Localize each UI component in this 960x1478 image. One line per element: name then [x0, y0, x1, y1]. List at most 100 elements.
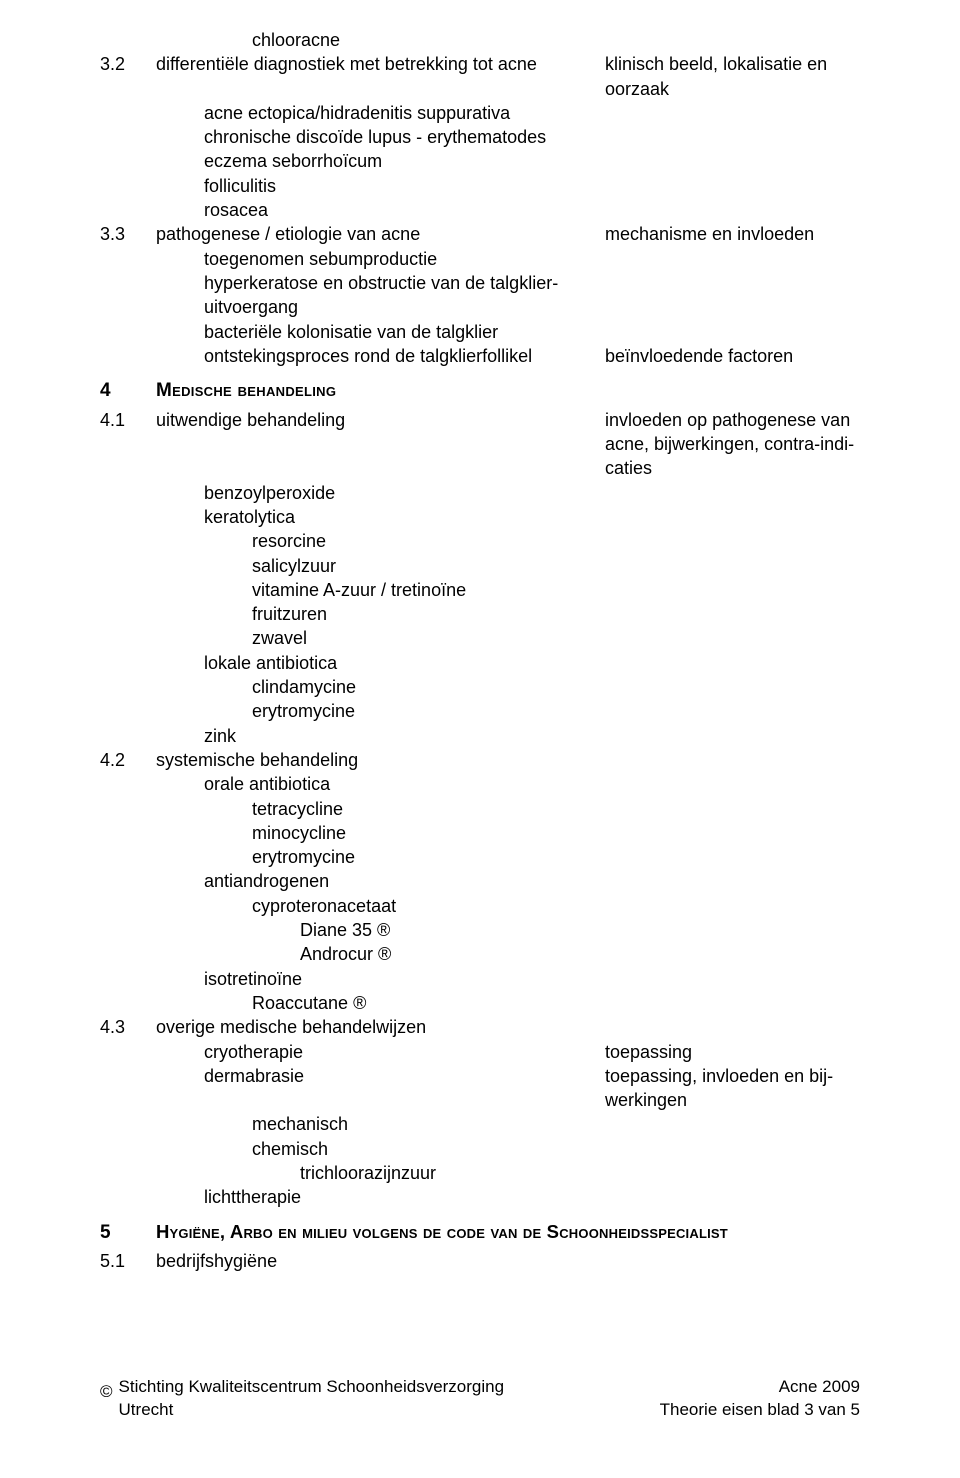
body-line: chemisch: [100, 1137, 860, 1161]
section-3-2: 3.2 differentiële diagnostiek met betrek…: [100, 52, 860, 76]
body-line: trichloorazijnzuur: [100, 1161, 860, 1185]
list-item: chemisch: [156, 1137, 593, 1161]
footer-page-number: Theorie eisen blad 3 van 5: [660, 1399, 860, 1422]
section-number: 3.2: [100, 52, 156, 76]
section-3-3: 3.3 pathogenese / etiologie van acne mec…: [100, 222, 860, 246]
list-item: Androcur ®: [156, 942, 593, 966]
list-item: isotretinoïne: [156, 967, 593, 991]
body-line: Androcur ®: [100, 942, 860, 966]
right-note: werkingen: [605, 1088, 860, 1112]
list-item: fruitzuren: [156, 602, 593, 626]
body-line: acne ectopica/hidradenitis suppurativa: [100, 101, 860, 125]
body-line: salicylzuur: [100, 554, 860, 578]
section-title: differentiële diagnostiek met betrekking…: [156, 52, 605, 76]
body-line: werkingen: [100, 1088, 860, 1112]
list-item: zwavel: [156, 626, 593, 650]
list-item: erytromycine: [156, 699, 593, 723]
body-line: chlooracne: [100, 28, 860, 52]
list-item: cyproteronacetaat: [156, 894, 593, 918]
list-item: mechanisch: [156, 1112, 593, 1136]
list-item: bacteriële kolonisatie van de talgklier: [156, 320, 593, 344]
section-number: 5: [100, 1220, 156, 1246]
list-item: toegenomen sebumproductie: [156, 247, 593, 271]
body-line: erytromycine: [100, 699, 860, 723]
list-item: Roaccutane ®: [156, 991, 593, 1015]
body-line: caties: [100, 456, 860, 480]
body-line: lokale antibiotica: [100, 651, 860, 675]
list-item: keratolytica: [156, 505, 593, 529]
list-item: hyperkeratose en obstructie van de talgk…: [156, 271, 593, 295]
body-line: minocycline: [100, 821, 860, 845]
body-line: zink: [100, 724, 860, 748]
body-line: vitamine A-zuur / tretinoïne: [100, 578, 860, 602]
list-item: ontstekingsproces rond de talgklierfolli…: [156, 344, 593, 368]
section-number: 3.3: [100, 222, 156, 246]
body-line: bacteriële kolonisatie van de talgklier: [100, 320, 860, 344]
list-item: folliculitis: [156, 174, 593, 198]
body-line: toegenomen sebumproductie: [100, 247, 860, 271]
section-title: uitwendige behandeling: [156, 408, 605, 432]
right-note: mechanisme en invloeden: [605, 222, 860, 246]
list-item: uitvoergang: [156, 295, 593, 319]
list-item: antiandrogenen: [156, 869, 593, 893]
list-item: minocycline: [156, 821, 593, 845]
right-note: toepassing, invloeden en bij-: [605, 1064, 860, 1088]
body-line: orale antibiotica: [100, 772, 860, 796]
body-line: keratolytica: [100, 505, 860, 529]
right-note: oorzaak: [605, 77, 860, 101]
section-title: Hygiëne, Arbo en milieu volgens de code …: [156, 1220, 860, 1245]
body-line: fruitzuren: [100, 602, 860, 626]
body-line: resorcine: [100, 529, 860, 553]
body-line: uitvoergang: [100, 295, 860, 319]
document-page: chlooracne 3.2 differentiële diagnostiek…: [0, 0, 960, 1478]
footer-org: Stichting Kwaliteitscentrum Schoonheidsv…: [119, 1376, 505, 1399]
list-item: chronische discoïde lupus - erythematode…: [156, 125, 593, 149]
right-note: caties: [605, 456, 860, 480]
list-item: rosacea: [156, 198, 593, 222]
body-line: ontstekingsproces rond de talgklierfolli…: [100, 344, 860, 368]
section-title: systemische behandeling: [156, 748, 605, 772]
footer-doc-title: Acne 2009: [660, 1376, 860, 1399]
right-note: acne, bijwerkingen, contra-indi-: [605, 432, 860, 456]
section-4-3: 4.3 overige medische behandelwijzen: [100, 1015, 860, 1039]
section-number: 4.3: [100, 1015, 156, 1039]
list-item: dermabrasie: [156, 1064, 593, 1088]
list-item: lokale antibiotica: [156, 651, 593, 675]
body-line: zwavel: [100, 626, 860, 650]
page-footer: © Stichting Kwaliteitscentrum Schoonheid…: [100, 1376, 860, 1422]
section-5-1: 5.1 bedrijfshygiëne: [100, 1249, 860, 1273]
body-line: clindamycine: [100, 675, 860, 699]
section-number: 5.1: [100, 1249, 156, 1273]
section-4-heading: 4 Medische behandeling: [100, 378, 860, 404]
body-line: erytromycine: [100, 845, 860, 869]
list-item: resorcine: [156, 529, 593, 553]
list-item: Diane 35 ®: [156, 918, 593, 942]
list-item: zink: [156, 724, 593, 748]
body-line: cryotherapie toepassing: [100, 1040, 860, 1064]
body-line: tetracycline: [100, 797, 860, 821]
body-line: chronische discoïde lupus - erythematode…: [100, 125, 860, 149]
section-title: bedrijfshygiëne: [156, 1249, 605, 1273]
list-item: orale antibiotica: [156, 772, 593, 796]
list-item: clindamycine: [156, 675, 593, 699]
item-chlooracne: chlooracne: [156, 28, 593, 52]
section-number: 4.1: [100, 408, 156, 432]
body-line: folliculitis: [100, 174, 860, 198]
section-5-heading: 5 Hygiëne, Arbo en milieu volgens de cod…: [100, 1220, 860, 1246]
body-line: rosacea: [100, 198, 860, 222]
body-line: isotretinoïne: [100, 967, 860, 991]
list-item: benzoylperoxide: [156, 481, 593, 505]
list-item: vitamine A-zuur / tretinoïne: [156, 578, 593, 602]
right-note: toepassing: [605, 1040, 860, 1064]
body-line: hyperkeratose en obstructie van de talgk…: [100, 271, 860, 295]
body-line: lichttherapie: [100, 1185, 860, 1209]
body-line: Roaccutane ®: [100, 991, 860, 1015]
list-item: eczema seborrhoïcum: [156, 149, 593, 173]
footer-right: Acne 2009 Theorie eisen blad 3 van 5: [660, 1376, 860, 1422]
list-item: lichttherapie: [156, 1185, 593, 1209]
footer-city: Utrecht: [119, 1399, 505, 1422]
copyright-icon: ©: [100, 1383, 113, 1400]
section-title: Medische behandeling: [156, 378, 605, 404]
list-item: cryotherapie: [156, 1040, 593, 1064]
right-note: klinisch beeld, lokalisatie en: [605, 52, 860, 76]
